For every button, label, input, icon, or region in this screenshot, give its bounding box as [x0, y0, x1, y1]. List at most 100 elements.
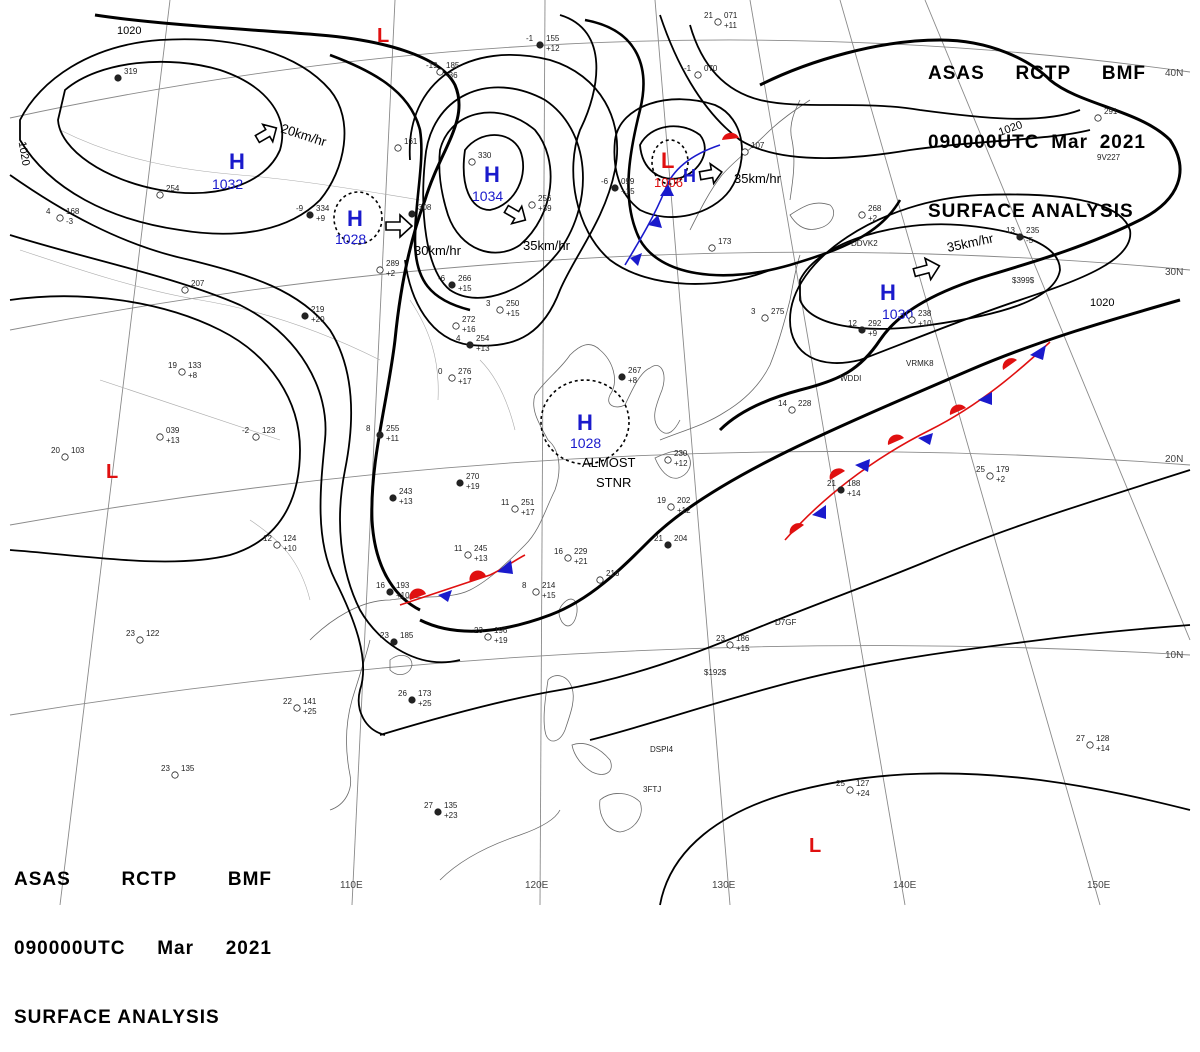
title-year: 2021: [1099, 132, 1146, 153]
station-tendency: +23: [444, 811, 458, 820]
isobar-south-1: [379, 469, 1191, 736]
station-circle: [156, 191, 164, 199]
station-temperature: 23: [126, 629, 135, 638]
station-pressure: 289: [386, 259, 400, 268]
station-temperature: 4: [46, 207, 51, 216]
station-pressure: 214: [542, 581, 556, 590]
station-temperature: 21: [704, 11, 713, 20]
station-plot: 133 19 +8: [168, 361, 202, 380]
station-plot: 155 -1 +12: [526, 34, 560, 53]
station-plot: 268+2: [858, 204, 882, 223]
station-temperature: 14: [778, 399, 787, 408]
center-rings: [333, 139, 689, 465]
hollow-arrow: [385, 213, 414, 239]
title-line-3: SURFACE ANALYSIS: [928, 201, 1134, 222]
station-circle: [1016, 233, 1024, 241]
station-circle: [726, 641, 734, 649]
hollow-arrow: [912, 256, 941, 282]
title-time: 090000UTC: [928, 132, 1040, 153]
station-tendency: +16: [462, 325, 476, 334]
fronts: [399, 132, 1051, 606]
ship-id: $399$: [1012, 276, 1035, 285]
station-pressure: 251: [521, 498, 535, 507]
station-plot: 173: [708, 237, 732, 252]
station-plot: 228 14: [778, 399, 812, 414]
station-temperature: 22: [283, 697, 292, 706]
station-circle: [761, 314, 769, 322]
station-circle: [596, 576, 604, 584]
station-circle: [564, 554, 572, 562]
meridian-160e: [924, 0, 1191, 641]
station-plot: 202 19 +12: [657, 496, 691, 515]
ship-ids: 9V227 DDVK2 WDDI VRMK8 $399$ $192$ D7GF …: [643, 153, 1121, 794]
station-plot: 250 3 +15: [486, 299, 520, 318]
station-tendency: +10: [396, 591, 410, 600]
pressure-centers: H 1032 H 1028 H 1034 H 1030 H 1028 L 100…: [106, 25, 913, 857]
motion-speed-label: 35km/hr: [523, 238, 571, 253]
cold-front-mark: [660, 184, 674, 196]
station-tendency: +11: [724, 21, 738, 30]
station-temperature: -1: [684, 64, 692, 73]
motion-speed-label: 20km/hr: [279, 121, 329, 150]
station-pressure: 268: [868, 204, 882, 213]
station-pressure: 291: [1104, 107, 1118, 116]
station-circle: [293, 704, 301, 712]
parallel-40n: [9, 39, 1191, 119]
station-temperature: -1: [526, 34, 534, 43]
station-plot: 289+2: [376, 259, 400, 278]
station-plot: 122 23: [126, 629, 160, 644]
station-pressure: 124: [283, 534, 297, 543]
station-plot: 219+20: [301, 305, 325, 324]
station-tendency: +21: [574, 557, 588, 566]
isobar-label: 1020: [117, 25, 141, 37]
visayas: [571, 743, 612, 775]
station-circle: [376, 431, 384, 439]
station-plot: 330: [468, 151, 492, 166]
station-circle: [484, 633, 492, 641]
station-plot: 230+12: [664, 449, 688, 468]
station-plot: 272+16: [452, 315, 476, 334]
station-tendency: +13: [474, 554, 488, 563]
isobar-low-1006: [639, 125, 706, 180]
isobar-sw-outer: [9, 234, 386, 736]
station-tendency: +14: [1096, 744, 1110, 753]
high-pressure-symbol: H: [683, 166, 696, 186]
station-circle: [386, 588, 394, 596]
station-circle: [611, 184, 619, 192]
isobar-north-long: [329, 53, 471, 312]
title-line-2: 090000UTC Mar 2021: [14, 937, 272, 960]
station-plot: 099 -6 +15: [601, 177, 635, 196]
station-circle: [436, 68, 444, 76]
cold-front-mark: [630, 253, 642, 266]
title-line-3: SURFACE ANALYSIS: [14, 1007, 220, 1028]
high-pressure-symbol: H: [229, 149, 245, 174]
stationary-front-west: [399, 554, 526, 606]
sakhalin: [789, 99, 801, 201]
title-line-2: 090000UTC Mar 2021: [928, 131, 1146, 154]
station-circle: [452, 322, 460, 330]
station-tendency: +25: [418, 699, 432, 708]
station-plot: 123 -2: [242, 426, 276, 441]
station-pressure: 228: [798, 399, 812, 408]
borneo-north: [439, 809, 561, 881]
cold-front-mark: [918, 433, 933, 445]
station-plot: 135 27 +23: [424, 801, 458, 820]
station-plot: 292 12 +9: [848, 319, 882, 338]
station-pressure: 256: [538, 194, 552, 203]
high-pressure-symbol: H: [484, 162, 500, 187]
warm-front-mark: [469, 570, 486, 582]
station-plot: 275 3: [751, 307, 785, 322]
hollow-arrow: [254, 123, 278, 144]
ship-id: VRMK8: [906, 359, 934, 368]
station-circle: [532, 588, 540, 596]
warm-front-mark: [887, 434, 904, 445]
station-pressure: 238: [918, 309, 932, 318]
station-temperature: 3: [486, 299, 491, 308]
station-pressure: 128: [1096, 734, 1110, 743]
station-circle: [464, 551, 472, 559]
station-circle: [468, 158, 476, 166]
isobar-north-central-1: [559, 14, 771, 285]
station-tendency: +8: [628, 376, 638, 385]
station-plot: 238+10: [908, 309, 932, 328]
title-product: ASAS: [928, 63, 985, 84]
